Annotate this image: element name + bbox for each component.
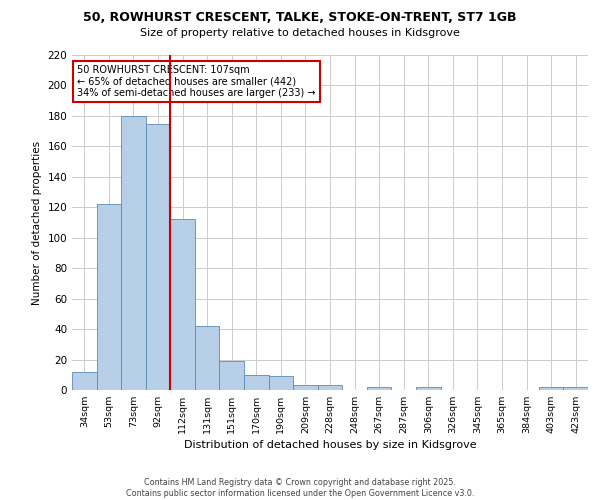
Bar bbox=[121, 116, 146, 390]
Bar bbox=[97, 204, 121, 390]
Bar bbox=[72, 372, 97, 390]
Bar bbox=[170, 220, 195, 390]
Bar bbox=[416, 387, 440, 390]
Y-axis label: Number of detached properties: Number of detached properties bbox=[32, 140, 42, 304]
Bar bbox=[367, 387, 391, 390]
Text: Size of property relative to detached houses in Kidsgrove: Size of property relative to detached ho… bbox=[140, 28, 460, 38]
Text: Contains HM Land Registry data © Crown copyright and database right 2025.
Contai: Contains HM Land Registry data © Crown c… bbox=[126, 478, 474, 498]
Bar bbox=[146, 124, 170, 390]
X-axis label: Distribution of detached houses by size in Kidsgrove: Distribution of detached houses by size … bbox=[184, 440, 476, 450]
Bar bbox=[318, 386, 342, 390]
Bar bbox=[220, 361, 244, 390]
Text: 50, ROWHURST CRESCENT, TALKE, STOKE-ON-TRENT, ST7 1GB: 50, ROWHURST CRESCENT, TALKE, STOKE-ON-T… bbox=[83, 11, 517, 24]
Bar bbox=[539, 387, 563, 390]
Bar bbox=[293, 386, 318, 390]
Bar bbox=[563, 387, 588, 390]
Bar bbox=[195, 326, 220, 390]
Text: 50 ROWHURST CRESCENT: 107sqm
← 65% of detached houses are smaller (442)
34% of s: 50 ROWHURST CRESCENT: 107sqm ← 65% of de… bbox=[77, 65, 316, 98]
Bar bbox=[269, 376, 293, 390]
Bar bbox=[244, 375, 269, 390]
